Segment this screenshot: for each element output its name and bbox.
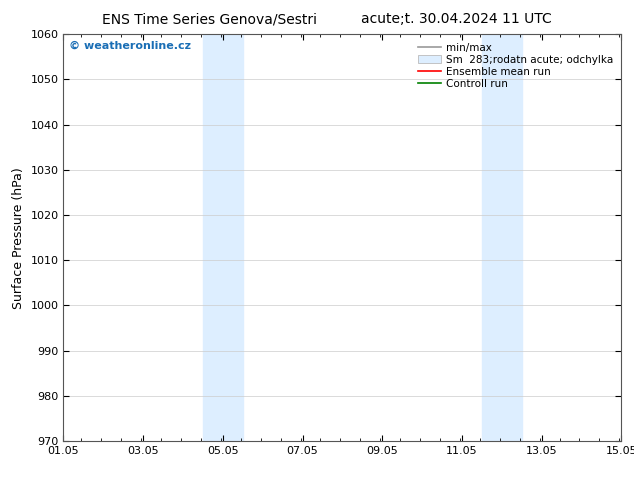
Text: ENS Time Series Genova/Sestri: ENS Time Series Genova/Sestri bbox=[101, 12, 317, 26]
Text: acute;t. 30.04.2024 11 UTC: acute;t. 30.04.2024 11 UTC bbox=[361, 12, 552, 26]
Bar bbox=[203, 34, 243, 441]
Text: © weatheronline.cz: © weatheronline.cz bbox=[69, 40, 191, 50]
Bar bbox=[482, 34, 522, 441]
Y-axis label: Surface Pressure (hPa): Surface Pressure (hPa) bbox=[12, 167, 25, 309]
Legend: min/max, Sm  283;rodatn acute; odchylka, Ensemble mean run, Controll run: min/max, Sm 283;rodatn acute; odchylka, … bbox=[415, 40, 616, 92]
